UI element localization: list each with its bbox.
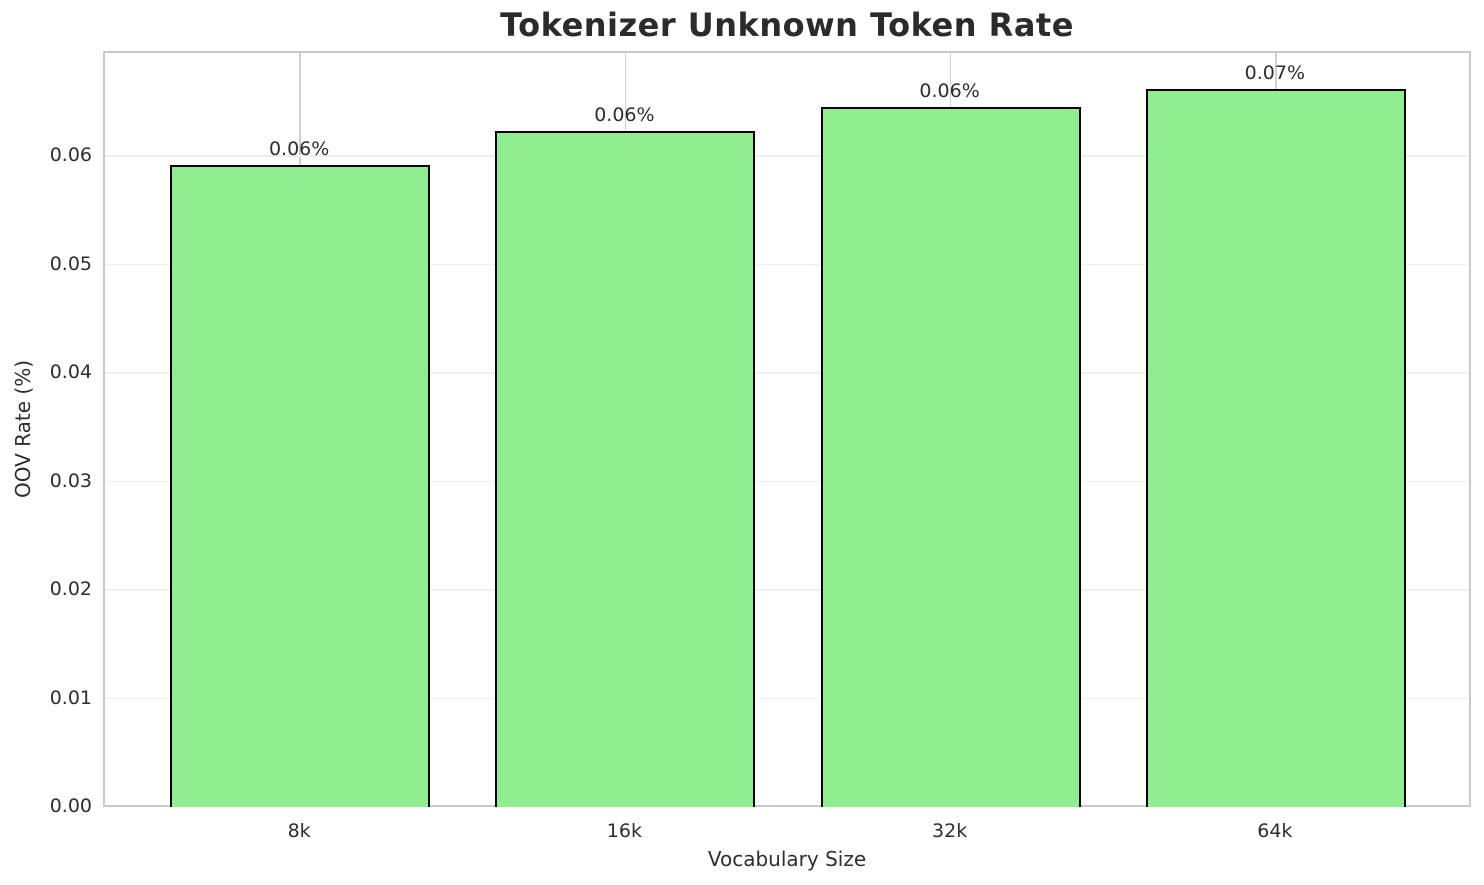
plot-area [103, 51, 1471, 807]
horizontal-gridline [105, 372, 1469, 374]
horizontal-gridline [105, 155, 1469, 157]
y-tick-label: 0.01 [49, 686, 92, 709]
horizontal-gridline [105, 480, 1469, 483]
x-tick-label-8k: 8k [287, 820, 311, 842]
bar-value-label: 0.06% [268, 137, 330, 160]
y-tick-label: 0.00 [49, 795, 92, 817]
bar-value-label: 0.06% [919, 80, 980, 103]
y-tick-label: 0.03 [49, 469, 92, 492]
horizontal-gridline [105, 589, 1469, 591]
x-tick-label-16k: 16k [606, 820, 642, 842]
y-tick-label: 0.04 [49, 361, 92, 384]
y-tick-label: 0.02 [49, 578, 92, 601]
horizontal-gridline [105, 697, 1469, 700]
y-tick-label: 0.05 [49, 252, 92, 275]
chart-title: Tokenizer Unknown Token Rate [500, 6, 1074, 44]
bar-value-label: 0.06% [594, 104, 655, 127]
x-axis-label: Vocabulary Size [707, 847, 867, 871]
y-tick-label: 0.06 [49, 144, 92, 167]
horizontal-gridline [105, 263, 1469, 266]
bar-64k [1145, 88, 1406, 807]
bar-8k [170, 164, 431, 807]
x-tick-label-64k: 64k [1257, 820, 1293, 842]
bar-32k [820, 107, 1081, 807]
x-tick-label-32k: 32k [932, 820, 968, 842]
bar-16k [495, 131, 756, 807]
bar-value-label: 0.07% [1244, 61, 1306, 84]
